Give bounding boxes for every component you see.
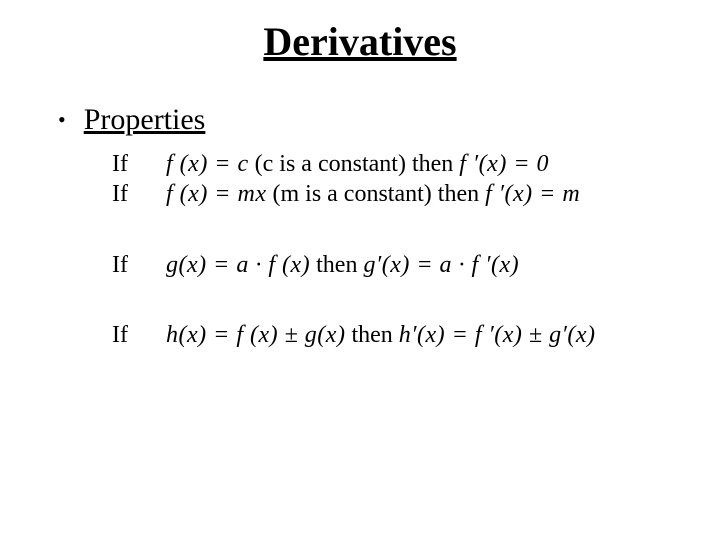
slide-title: Derivatives [50, 18, 670, 65]
prop-line-2: If f (x) = mx (m is a constant) then f ′… [112, 181, 670, 207]
then-label: then [316, 252, 357, 278]
math-rhs: h′(x) = f ′(x) ± g′(x) [399, 322, 596, 348]
prop-line-3: If g(x) = a · f (x) then g′(x) = a · f ′… [112, 252, 670, 278]
then-label: then [412, 151, 453, 177]
constant-note: (m is a constant) [272, 181, 431, 207]
properties-list: If f (x) = c (c is a constant) then f ′(… [112, 151, 670, 349]
math-rhs: g′(x) = a · f ′(x) [363, 252, 519, 278]
if-label: If [112, 322, 160, 348]
bullet-label: Properties [84, 103, 206, 137]
math-lhs: f (x) = mx [166, 181, 266, 207]
slide: Derivatives • Properties If f (x) = c (c… [0, 0, 720, 540]
bullet-properties: • Properties [58, 103, 670, 137]
if-label: If [112, 181, 160, 207]
prop-line-4: If h(x) = f (x) ± g(x) then h′(x) = f ′(… [112, 322, 670, 348]
if-label: If [112, 151, 160, 177]
math-rhs: f ′(x) = 0 [459, 151, 549, 177]
bullet-marker: • [58, 107, 66, 133]
then-label: then [438, 181, 479, 207]
math-lhs: g(x) = a · f (x) [166, 252, 310, 278]
constant-note: (c is a constant) [255, 151, 406, 177]
then-label: then [351, 322, 392, 348]
math-lhs: f (x) = c [166, 151, 249, 177]
if-label: If [112, 252, 160, 278]
math-rhs: f ′(x) = m [485, 181, 580, 207]
math-lhs: h(x) = f (x) ± g(x) [166, 322, 345, 348]
prop-line-1: If f (x) = c (c is a constant) then f ′(… [112, 151, 670, 177]
